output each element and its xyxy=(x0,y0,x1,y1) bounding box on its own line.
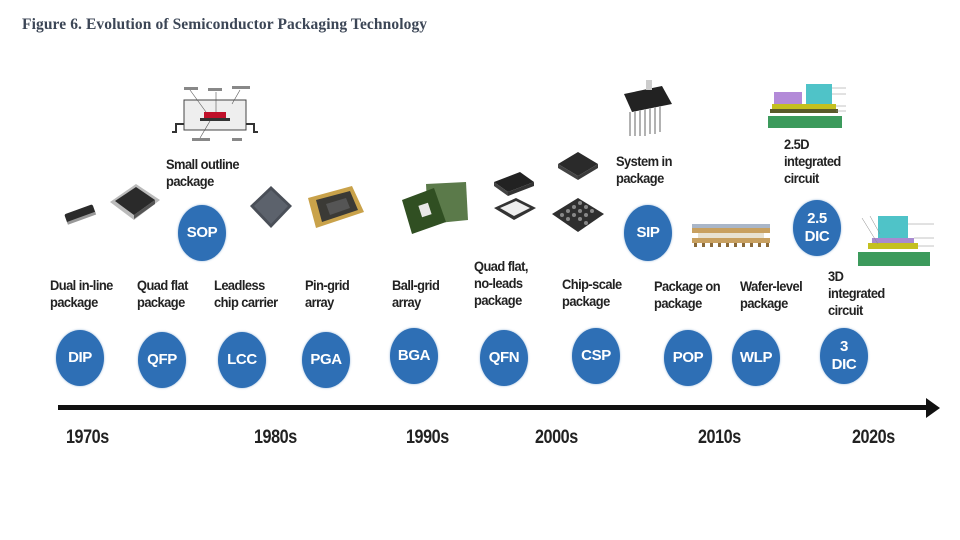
timeline-arrowhead-icon xyxy=(926,398,940,418)
badge-sip: SIP xyxy=(624,205,672,261)
badge-3dic-line1: 3 xyxy=(840,338,848,355)
csp-chip-icon xyxy=(552,152,604,232)
dip-chip-icon xyxy=(64,204,97,225)
label-2-5dic: 2.5D integrated circuit xyxy=(784,136,841,186)
badge-bga: BGA xyxy=(390,328,438,384)
badge-sop: SOP xyxy=(178,205,226,261)
label-dip: Dual in-line package xyxy=(50,277,113,310)
badge-csp: CSP xyxy=(572,328,620,384)
label-3dic: 3D integrated circuit xyxy=(828,268,885,318)
decade-2020s: 2020s xyxy=(852,427,895,448)
label-bga: Ball-grid array xyxy=(392,277,440,310)
label-pga: Pin-grid array xyxy=(305,277,350,310)
badge-pga: PGA xyxy=(302,332,350,388)
label-wlp: Wafer-level package xyxy=(740,278,803,311)
3d-ic-diagram xyxy=(858,215,934,266)
badge-3dic-line2: DIC xyxy=(831,356,857,373)
2-5d-ic-diagram xyxy=(768,84,846,128)
badge-dip: DIP xyxy=(56,330,104,386)
qfn-chip-icon xyxy=(494,172,536,220)
label-pop: Package on package xyxy=(654,278,721,311)
label-qfp: Quad flat package xyxy=(137,277,188,310)
decade-1990s: 1990s xyxy=(406,427,449,448)
badge-pop: POP xyxy=(664,330,712,386)
label-sip: System in package xyxy=(616,153,672,186)
badge-3dic: 3 DIC xyxy=(820,328,868,384)
lcc-chip-icon xyxy=(250,186,292,228)
badge-lcc: LCC xyxy=(218,332,266,388)
badge-qfn: QFN xyxy=(480,330,528,386)
bga-chip-icon xyxy=(402,182,468,234)
pop-stack-icon xyxy=(692,224,770,247)
timeline-axis xyxy=(58,405,928,410)
decade-1980s: 1980s xyxy=(254,427,297,448)
badge-2-5dic-line1: 2.5 xyxy=(807,210,827,227)
label-lcc: Leadless chip carrier xyxy=(214,277,278,310)
badge-qfp: QFP xyxy=(138,332,186,388)
badge-wlp: WLP xyxy=(732,330,780,386)
pga-chip-icon xyxy=(308,186,364,228)
label-sop: Small outline package xyxy=(166,156,240,189)
label-csp: Chip-scale package xyxy=(562,276,622,309)
badge-2-5dic: 2.5 DIC xyxy=(793,200,841,256)
decade-1970s: 1970s xyxy=(66,427,109,448)
sip-chip-icon xyxy=(624,80,672,136)
decade-2010s: 2010s xyxy=(698,427,741,448)
badge-2-5dic-line2: DIC xyxy=(804,228,830,245)
label-qfn: Quad flat, no-leads package xyxy=(474,258,528,308)
qfp-chip-icon xyxy=(110,184,160,220)
sop-cross-section-diagram xyxy=(172,86,258,141)
figure-title: Figure 6. Evolution of Semiconductor Pac… xyxy=(22,16,428,33)
decade-2000s: 2000s xyxy=(535,427,578,448)
